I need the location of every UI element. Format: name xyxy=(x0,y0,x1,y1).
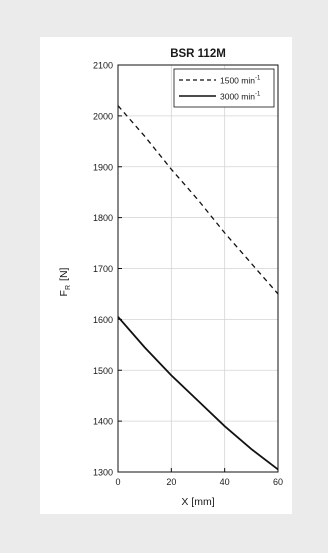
y-tick-label: 1600 xyxy=(93,315,113,325)
chart-title: BSR 112M xyxy=(170,48,226,60)
y-tick-label: 2100 xyxy=(93,61,113,71)
x-tick-label: 20 xyxy=(166,477,176,487)
y-tick-label: 1900 xyxy=(93,162,113,172)
y-tick-label: 2000 xyxy=(93,111,113,121)
x-tick-label: 0 xyxy=(115,477,120,487)
grid xyxy=(118,65,278,472)
x-tick-label: 40 xyxy=(220,477,230,487)
legend-box xyxy=(173,68,275,108)
y-axis-label: FR[N] xyxy=(58,267,72,296)
y-tick-label: 1500 xyxy=(93,366,113,376)
legend: 1500 min-1 3000 min-1 xyxy=(173,68,275,108)
chart-card: BSR 112M 1300 1400 1500 1600 1700 1800 1900 200… xyxy=(40,37,292,514)
x-tick-label: 60 xyxy=(273,477,283,487)
line-chart: BSR 112M 1300140015001600170018001900200… xyxy=(58,48,283,508)
series-line-3000 xyxy=(117,316,279,471)
series-line-1500 xyxy=(117,105,279,295)
x-axis-label: X [mm] xyxy=(181,496,214,508)
y-tick-label: 1400 xyxy=(93,417,113,427)
y-tick-label: 1300 xyxy=(93,468,113,478)
y-tick-label: 1800 xyxy=(93,213,113,223)
series-lines xyxy=(117,105,279,471)
legend-label-1500: 1500 min-1 xyxy=(220,76,261,86)
legend-label-3000: 3000 min-1 xyxy=(220,92,261,102)
y-tick-label: 1700 xyxy=(93,264,113,274)
axis-ticks: 1300 1400 1500 1600 1700 1800 1900 2000 2100 0 20 4… xyxy=(93,61,283,488)
